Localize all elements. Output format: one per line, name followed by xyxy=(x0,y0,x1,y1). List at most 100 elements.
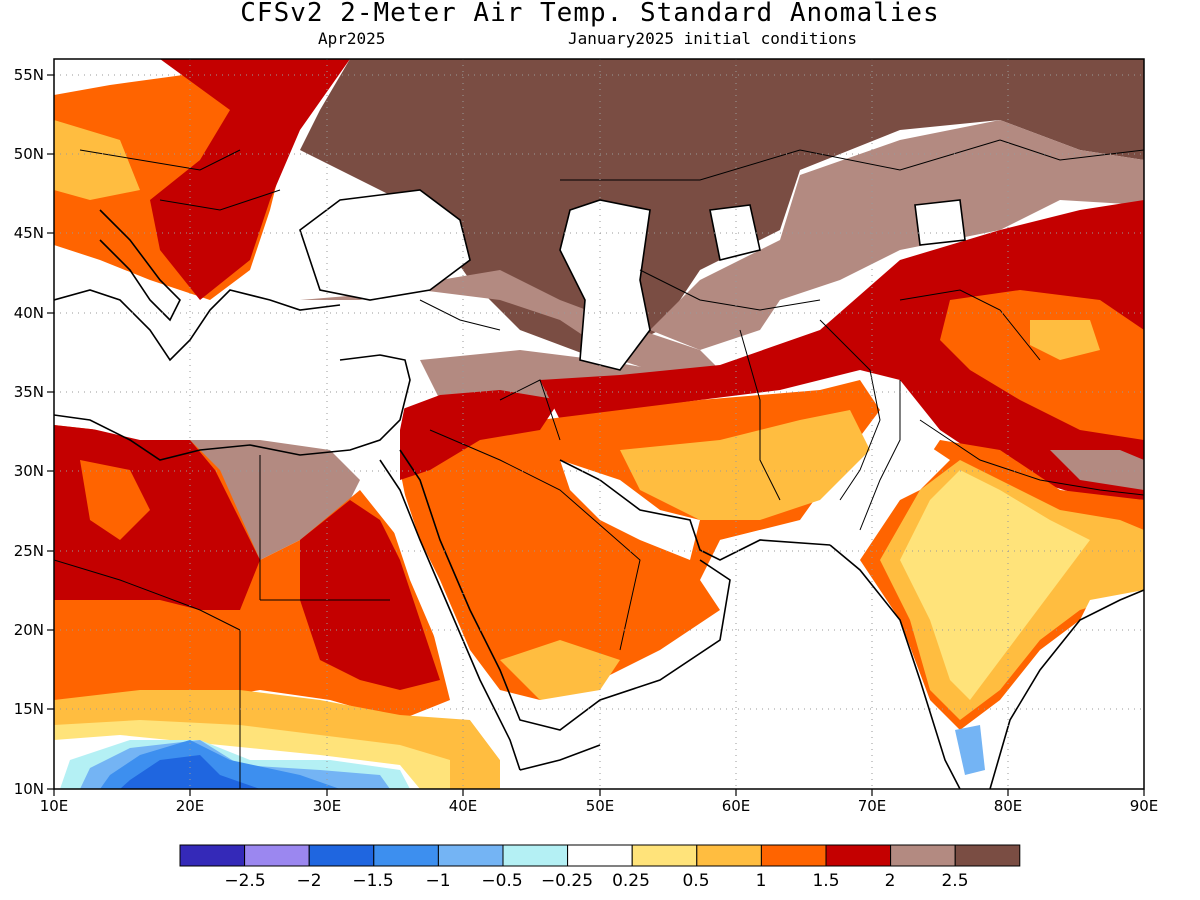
north-africa-orange-spots xyxy=(80,460,150,540)
india-east-coast xyxy=(989,589,1144,789)
lon-label-80e: 80E xyxy=(994,797,1023,815)
lat-label-40n: 40N xyxy=(14,304,44,322)
lon-label-40e: 40E xyxy=(449,797,478,815)
anomaly-field xyxy=(54,59,1144,789)
border-europe-2 xyxy=(159,189,281,211)
colorbar-labels: −2.5 −2 −1.5 −1 −0.5 −0.25 0.25 0.5 1 1.… xyxy=(224,871,968,891)
italy-coast xyxy=(99,209,181,322)
lon-label-60e: 60E xyxy=(722,797,751,815)
mediterranean-sea xyxy=(54,290,410,440)
colorbar-swatch xyxy=(890,844,956,867)
colorbar-swatch xyxy=(373,844,439,867)
border-iran-afghan xyxy=(739,329,781,501)
india-coast xyxy=(829,544,961,789)
italy-yellow xyxy=(54,120,140,200)
cb-label-m2.5: −2.5 xyxy=(224,871,265,891)
lat-label-25n: 25N xyxy=(14,542,44,560)
cb-label-1: 1 xyxy=(756,871,767,891)
arabia-red-north xyxy=(400,390,560,480)
map-title: CFSv2 2-Meter Air Temp. Standard Anomali… xyxy=(240,0,940,28)
lon-label-50e: 50E xyxy=(586,797,615,815)
cb-label-2: 2 xyxy=(885,871,896,891)
north-africa-red-east xyxy=(300,500,440,690)
colorbar-swatch xyxy=(760,844,827,867)
border-saudi xyxy=(429,429,641,651)
aral-sea xyxy=(710,205,760,260)
colorbar-swatch xyxy=(179,844,246,867)
aral-coast xyxy=(709,204,761,261)
cb-label-m1: −1 xyxy=(425,871,450,891)
arabian-sea xyxy=(500,530,945,789)
lon-label-30e: 30E xyxy=(313,797,342,815)
border-afghan-pak xyxy=(819,319,881,501)
mediterranean-coast xyxy=(54,354,411,461)
colorbar-swatch xyxy=(308,844,375,867)
europe-south-coast xyxy=(54,289,341,362)
somalia-coast xyxy=(519,744,601,771)
colorbar-swatch xyxy=(244,844,310,867)
lon-label-10e: 10E xyxy=(40,797,69,815)
border-mongolia xyxy=(999,139,1144,161)
india-white xyxy=(830,440,950,520)
tibet-orange xyxy=(940,290,1144,440)
cb-label-1.5: 1.5 xyxy=(812,871,839,891)
lat-label-55n: 55N xyxy=(14,66,44,84)
caspian-coast xyxy=(559,199,651,371)
cb-label-0.5: 0.5 xyxy=(682,871,709,891)
sahel-dark-blue xyxy=(120,755,260,789)
cb-label-2.5: 2.5 xyxy=(941,871,968,891)
lat-label-35n: 35N xyxy=(14,383,44,401)
arabia-yellow xyxy=(620,410,870,520)
lake-balkhash xyxy=(915,200,965,245)
tibet-brown xyxy=(1050,450,1144,490)
lat-label-30n: 30N xyxy=(14,462,44,480)
cb-label-m0.25: −0.25 xyxy=(541,871,593,891)
light-brown-region-north xyxy=(650,120,1144,350)
himalaya-red-band xyxy=(540,200,1144,500)
cb-label-m0.5: −0.5 xyxy=(481,871,522,891)
red-sea-coast-west xyxy=(379,459,521,771)
colorbar-swatch xyxy=(696,844,762,867)
caspian-sea xyxy=(560,200,650,370)
colorbar-swatch xyxy=(567,844,633,867)
europe-red-region xyxy=(150,59,350,300)
border-turkey xyxy=(419,299,501,331)
colorbar xyxy=(179,844,1021,867)
black-sea-coast xyxy=(299,189,471,301)
persian-gulf xyxy=(560,460,700,560)
border-india-pak xyxy=(859,380,901,531)
lon-label-20e: 20E xyxy=(176,797,205,815)
lat-label-45n: 45N xyxy=(14,224,44,242)
colorbar-swatch xyxy=(631,844,698,867)
colorbar-swatch xyxy=(437,844,504,867)
lat-label-15n: 15N xyxy=(14,700,44,718)
cb-label-m2: −2 xyxy=(296,871,321,891)
balkhash-coast xyxy=(914,199,966,246)
lat-label-20n: 20N xyxy=(14,621,44,639)
india-light-yellow xyxy=(900,470,1090,700)
light-brown-iran-turkey xyxy=(300,270,740,390)
bay-of-bengal xyxy=(1000,590,1144,789)
init-conditions: January2025 initial conditions xyxy=(568,29,857,48)
valid-month: Apr2025 xyxy=(318,29,386,48)
border-china xyxy=(899,289,1041,361)
red-sea-coast-east xyxy=(399,449,731,731)
gulf-coast xyxy=(559,459,831,561)
colorbar-swatch xyxy=(502,844,569,867)
map-frame xyxy=(53,58,1145,790)
borders xyxy=(54,139,1144,789)
lon-labels: 10E 20E 30E 40E 50E 60E 70E 80E 90E xyxy=(40,797,1159,815)
india-south-blue xyxy=(955,725,985,775)
black-sea xyxy=(300,190,470,300)
lon-label-90e: 90E xyxy=(1130,797,1159,815)
coastlines xyxy=(54,189,1144,789)
border-europe-1 xyxy=(79,149,241,171)
border-sahara xyxy=(54,559,241,631)
arabia-yellow-south xyxy=(500,640,620,700)
border-kazakh xyxy=(560,139,1001,181)
colorbar-swatch xyxy=(954,844,1021,867)
cb-label-0.25: 0.25 xyxy=(612,871,650,891)
colorbar-swatch xyxy=(825,844,892,867)
lat-label-50n: 50N xyxy=(14,145,44,163)
